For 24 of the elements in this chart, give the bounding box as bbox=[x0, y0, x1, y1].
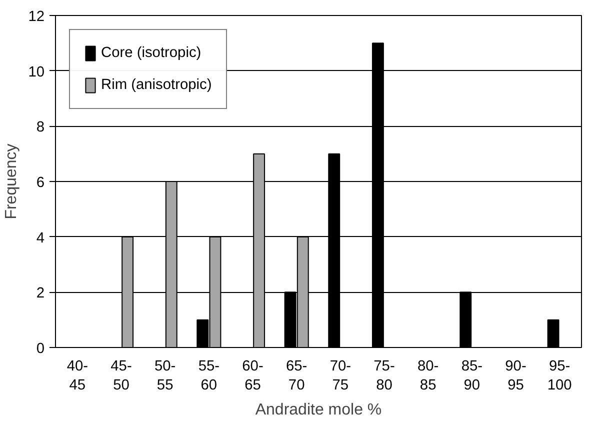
x-tick-label: 75- 80 bbox=[374, 358, 395, 394]
y-tick-label: 10 bbox=[28, 64, 45, 80]
y-tick-label: 12 bbox=[28, 9, 45, 25]
y-tick-label: 2 bbox=[36, 286, 45, 302]
x-tick-label: 60- 65 bbox=[242, 358, 264, 394]
x-tick-label: 90- 95 bbox=[505, 358, 526, 394]
x-tick-label: 70- 75 bbox=[330, 358, 352, 394]
x-tick-label: 95- 100 bbox=[547, 358, 572, 394]
y-axis-title: Frequency bbox=[3, 144, 20, 220]
x-tick-label: 45- 50 bbox=[110, 358, 132, 394]
x-tick-label: 65- 70 bbox=[286, 358, 308, 394]
x-tick-label: 85- 90 bbox=[461, 358, 483, 394]
y-tick-label: 0 bbox=[36, 341, 45, 357]
legend-label: Core (isotropic) bbox=[101, 45, 202, 61]
y-tick-label: 6 bbox=[36, 175, 45, 191]
y-tick-label: 8 bbox=[36, 120, 45, 136]
bar bbox=[547, 319, 560, 348]
legend-label: Rim (anisotropic) bbox=[101, 77, 212, 93]
x-tick-label: 80- 85 bbox=[417, 358, 439, 394]
x-tick-label: 50- 55 bbox=[154, 358, 176, 394]
y-tick-label: 4 bbox=[36, 230, 45, 246]
x-tick-label: 40- 45 bbox=[66, 358, 88, 394]
x-tick-label: 55- 60 bbox=[198, 358, 220, 394]
x-axis-title: Andradite mole % bbox=[255, 402, 382, 419]
